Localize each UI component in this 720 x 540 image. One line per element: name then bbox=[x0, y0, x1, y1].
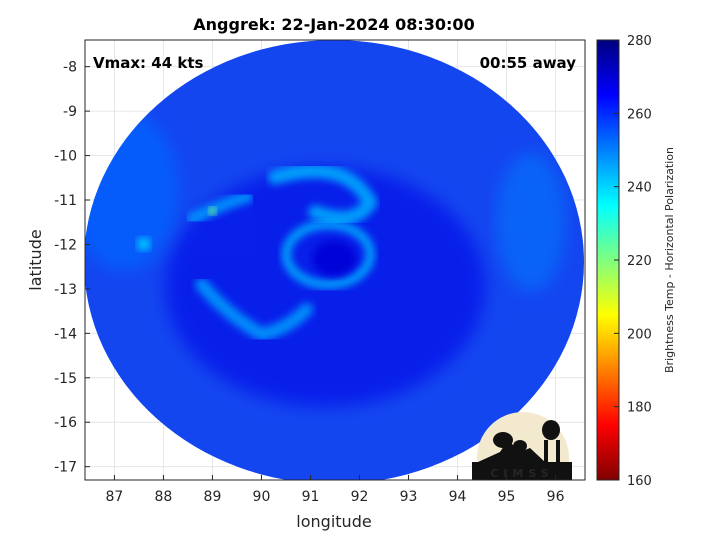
x-tick-label: 91 bbox=[302, 489, 320, 505]
cimss-logo: CIMSS bbox=[472, 412, 572, 480]
colorbar-tick-label: 180 bbox=[627, 401, 652, 416]
time-away-annotation: 00:55 away bbox=[480, 54, 577, 72]
brightness-swath bbox=[85, 40, 584, 480]
x-tick-label: 88 bbox=[155, 489, 173, 505]
y-tick-label: -13 bbox=[54, 282, 77, 298]
y-tick-label: -9 bbox=[63, 104, 77, 120]
eyewall bbox=[281, 219, 375, 289]
axis-ticks: 87 88 89 90 91 92 93 94 95 96 -8 -9 -10 -11 -12 -13 -14 -… bbox=[54, 60, 564, 505]
colorbar-ticks: 160 180 200 220 240 260 280 bbox=[614, 34, 652, 489]
y-tick-label: -12 bbox=[54, 237, 77, 253]
western-band-core bbox=[208, 206, 217, 215]
vmax-annotation: Vmax: 44 kts bbox=[93, 54, 203, 72]
x-tick-label: 94 bbox=[449, 489, 467, 505]
y-tick-label: -10 bbox=[54, 149, 77, 165]
colorbar-tick-label: 240 bbox=[627, 181, 652, 196]
colorbar-tick-label: 200 bbox=[627, 327, 652, 342]
colorbar-tick-label: 160 bbox=[627, 474, 652, 489]
y-tick-label: -15 bbox=[54, 371, 77, 387]
y-tick-label: -11 bbox=[54, 193, 77, 209]
swath-features bbox=[85, 111, 567, 407]
western-spot bbox=[136, 237, 151, 251]
eye bbox=[312, 240, 357, 277]
northern-band bbox=[268, 164, 379, 225]
x-tick-label: 92 bbox=[351, 489, 369, 505]
x-tick-label: 89 bbox=[204, 489, 222, 505]
colorbar-tick-label: 260 bbox=[627, 107, 652, 122]
southern-band bbox=[195, 277, 314, 342]
eastern-fringe bbox=[496, 152, 567, 293]
y-tick-label: -8 bbox=[63, 60, 77, 76]
y-tick-label: -16 bbox=[54, 415, 77, 431]
x-tick-label: 95 bbox=[498, 489, 516, 505]
axes-border bbox=[84, 39, 586, 481]
y-axis-label: latitude bbox=[26, 229, 45, 290]
x-axis-label: longitude bbox=[296, 512, 371, 531]
chart-title: Anggrek: 22-Jan-2024 08:30:00 bbox=[193, 15, 474, 34]
svg-text:CIMSS: CIMSS bbox=[490, 467, 553, 480]
x-tick-label: 90 bbox=[253, 489, 271, 505]
y-tick-label: -17 bbox=[54, 460, 77, 476]
x-tick-label: 93 bbox=[400, 489, 418, 505]
western-band bbox=[186, 190, 254, 225]
x-tick-label: 87 bbox=[105, 489, 123, 505]
colorbar-tick-label: 220 bbox=[627, 254, 652, 269]
x-tick-label: 96 bbox=[547, 489, 565, 505]
colorbar-tick-label: 280 bbox=[627, 34, 652, 49]
colorbar-label: Brightness Temp - Horizontal Polarizatio… bbox=[663, 147, 676, 373]
y-tick-label: -14 bbox=[54, 326, 77, 342]
